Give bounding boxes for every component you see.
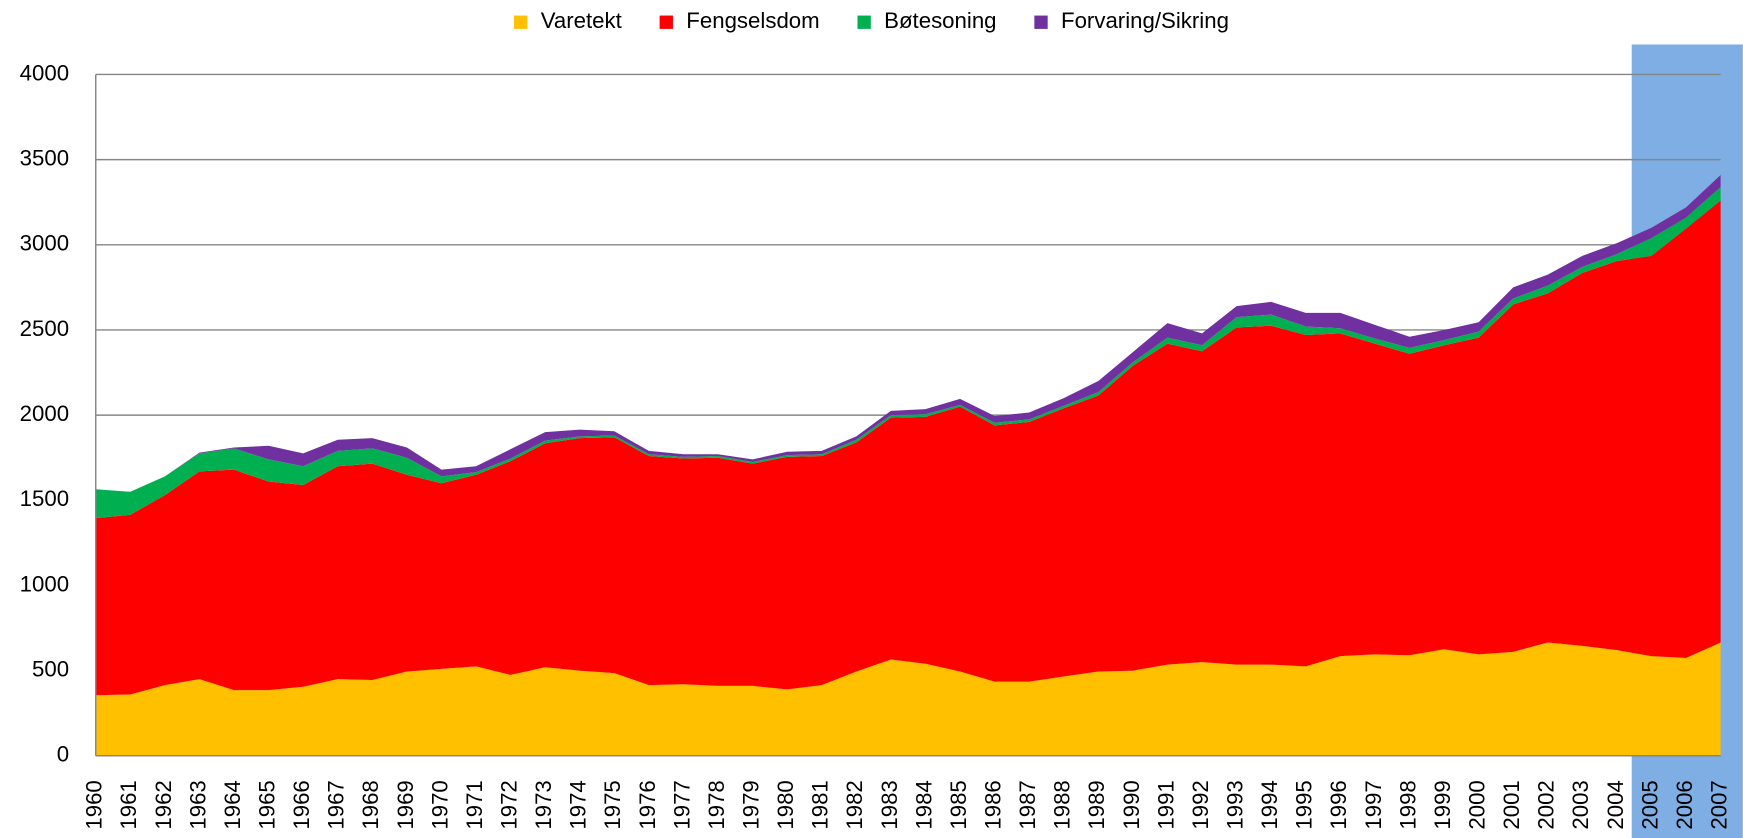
x-tick-label: 1963	[185, 780, 210, 829]
x-tick-label: 2000	[1464, 780, 1489, 829]
legend-label: Varetekt	[541, 8, 623, 33]
x-tick-label: 1990	[1119, 780, 1144, 829]
x-tick-label: 1991	[1153, 780, 1178, 829]
legend-label: Fengselsdom	[686, 8, 819, 33]
x-tick-label: 1962	[151, 780, 176, 829]
x-tick-label: 1970	[427, 780, 452, 829]
legend-swatch	[660, 16, 673, 29]
x-tick-label: 1961	[116, 780, 141, 829]
legend-label: Forvaring/Sikring	[1061, 8, 1229, 33]
legend-label: Bøtesoning	[884, 8, 996, 33]
x-tick-label: 1967	[324, 780, 349, 829]
x-tick-label: 2005	[1637, 780, 1662, 829]
x-tick-label: 2002	[1534, 780, 1559, 829]
x-tick-label: 1996	[1326, 780, 1351, 829]
x-tick-label: 1973	[531, 780, 556, 829]
y-tick-label: 3500	[20, 146, 69, 171]
x-tick-label: 1988	[1050, 780, 1075, 829]
y-tick-label: 3000	[20, 231, 69, 256]
y-tick-label: 1500	[20, 486, 69, 511]
y-tick-label: 4000	[20, 60, 69, 85]
x-tick-label: 1971	[462, 780, 487, 829]
x-tick-label: 1987	[1015, 780, 1040, 829]
y-tick-label: 0	[57, 742, 69, 767]
x-tick-label: 1984	[911, 780, 936, 829]
x-tick-label: 2006	[1672, 780, 1697, 829]
x-tick-label: 1992	[1188, 780, 1213, 829]
x-tick-label: 1966	[289, 780, 314, 829]
legend-swatch	[1034, 16, 1047, 29]
x-tick-label: 1982	[842, 780, 867, 829]
x-tick-label: 1969	[393, 780, 418, 829]
legend-swatch	[514, 16, 527, 29]
x-tick-label: 1978	[704, 780, 729, 829]
x-tick-label: 1975	[600, 780, 625, 829]
chart: 0 500 1000 1500 2000 2500 3000 3500 4000 1960 1961…	[0, 0, 1743, 838]
x-tick-label: 2007	[1706, 780, 1731, 829]
x-tick-label: 1960	[82, 780, 107, 829]
x-tick-label: 1993	[1222, 780, 1247, 829]
x-tick-label: 1974	[566, 780, 591, 829]
x-tick-label: 1994	[1257, 780, 1282, 829]
x-tick-label: 1980	[773, 780, 798, 829]
x-tick-label: 2003	[1568, 780, 1593, 829]
x-tick-label: 1976	[635, 780, 660, 829]
x-tick-label: 1979	[738, 780, 763, 829]
x-tick-label: 1968	[358, 780, 383, 829]
x-tick-label: 1981	[808, 780, 833, 829]
y-tick-label: 2000	[20, 401, 69, 426]
x-tick-label: 1977	[669, 780, 694, 829]
x-tick-label: 1995	[1292, 780, 1317, 829]
x-tick-label: 1983	[877, 780, 902, 829]
y-tick-label: 500	[32, 656, 69, 681]
y-tick-label: 1000	[20, 571, 69, 596]
x-tick-label: 2004	[1603, 780, 1628, 829]
x-tick-label: 1989	[1084, 780, 1109, 829]
x-tick-label: 1972	[496, 780, 521, 829]
x-tick-label: 1997	[1361, 780, 1386, 829]
legend-swatch	[857, 16, 870, 29]
x-tick-label: 1999	[1430, 780, 1455, 829]
x-tick-label: 1998	[1395, 780, 1420, 829]
x-tick-label: 1965	[254, 780, 279, 829]
x-tick-label: 1985	[946, 780, 971, 829]
x-tick-label: 1964	[220, 780, 245, 829]
x-tick-label: 2001	[1499, 780, 1524, 829]
x-tick-label: 1986	[980, 780, 1005, 829]
y-tick-label: 2500	[20, 316, 69, 341]
